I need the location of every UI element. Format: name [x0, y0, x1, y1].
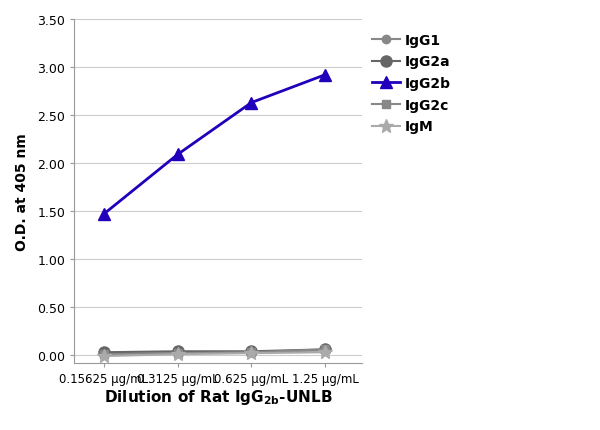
IgG2c — [248, 350, 255, 355]
IgG2b — [322, 73, 329, 78]
Line: IgG1: IgG1 — [100, 346, 329, 357]
Text: Dilution of Rat IgG$_{\mathregular{2b}}$-UNLB: Dilution of Rat IgG$_{\mathregular{2b}}$… — [104, 387, 332, 405]
IgG2a — [248, 349, 255, 354]
IgM — [248, 351, 255, 356]
IgG1 — [174, 351, 181, 356]
Line: IgG2c: IgG2c — [100, 345, 329, 359]
Line: IgM: IgM — [97, 345, 332, 363]
IgG2c — [100, 352, 107, 357]
IgG2b — [174, 153, 181, 158]
IgM — [100, 353, 107, 359]
IgG1 — [322, 348, 329, 353]
IgG2a — [322, 347, 329, 352]
IgG2a — [100, 350, 107, 355]
IgM — [174, 352, 181, 357]
IgG2b — [248, 101, 255, 106]
IgM — [322, 350, 329, 355]
IgG1 — [100, 351, 107, 356]
Line: IgG2b: IgG2b — [98, 69, 331, 221]
IgG1 — [248, 350, 255, 355]
Legend: IgG1, IgG2a, IgG2b, IgG2c, IgM: IgG1, IgG2a, IgG2b, IgG2c, IgM — [372, 34, 451, 134]
IgG2b — [100, 212, 107, 217]
Y-axis label: O.D. at 405 nm: O.D. at 405 nm — [15, 133, 29, 250]
IgG2a — [174, 349, 181, 354]
IgG2c — [174, 351, 181, 356]
Line: IgG2a: IgG2a — [98, 344, 331, 358]
IgG2c — [322, 347, 329, 352]
